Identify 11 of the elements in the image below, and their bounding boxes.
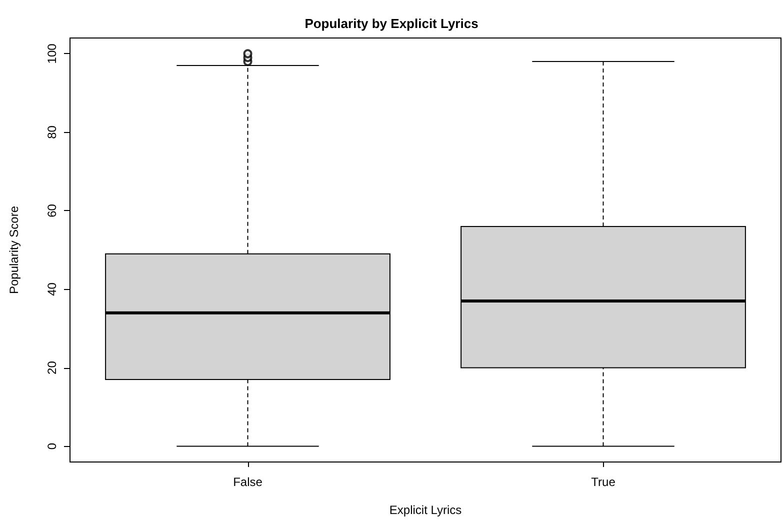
y-axis-title: Popularity Score xyxy=(7,206,21,294)
y-tick-label: 80 xyxy=(45,125,59,139)
x-axis-title: Explicit Lyrics xyxy=(389,503,462,517)
y-tick-label: 100 xyxy=(45,43,59,64)
chart-title: Popularity by Explicit Lyrics xyxy=(304,16,478,31)
y-tick-label: 60 xyxy=(45,204,59,218)
y-tick-label: 40 xyxy=(45,282,59,296)
y-tick-label: 20 xyxy=(45,360,59,374)
y-tick-label: 0 xyxy=(45,442,59,450)
x-tick-label: True xyxy=(591,475,616,489)
x-tick-label: False xyxy=(233,475,263,489)
